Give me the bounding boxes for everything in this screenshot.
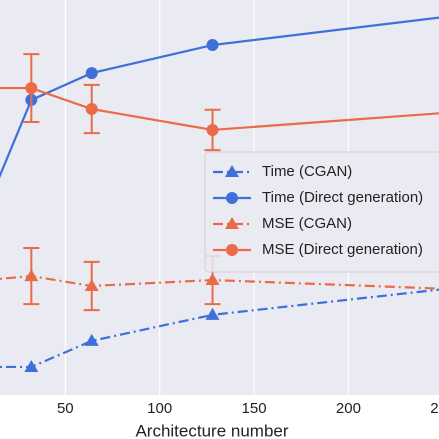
marker: [206, 123, 219, 136]
x-tick-label: 200: [336, 400, 361, 417]
legend-label: MSE (Direct generation): [262, 241, 423, 258]
marker: [85, 103, 98, 116]
series-line: [0, 288, 439, 369]
marker: [84, 333, 99, 346]
x-tick-label: 250: [430, 400, 439, 417]
marker: [24, 269, 39, 282]
x-tick-label: 50: [57, 400, 74, 417]
marker: [206, 39, 219, 52]
marker: [225, 165, 239, 177]
legend-label: Time (CGAN): [262, 163, 352, 180]
marker: [226, 192, 238, 204]
marker: [205, 273, 220, 286]
marker: [85, 67, 98, 80]
marker: [25, 82, 38, 95]
x-axis-label: Architecture number: [135, 421, 288, 439]
x-tick-label: 150: [242, 400, 267, 417]
marker: [226, 244, 238, 256]
marker: [225, 217, 239, 229]
marker: [24, 359, 39, 372]
marker: [84, 278, 99, 291]
marker: [205, 307, 220, 320]
legend-label: Time (Direct generation): [262, 189, 423, 206]
legend-box: [204, 151, 439, 273]
legend-label: MSE (CGAN): [262, 215, 352, 232]
x-tick-label: 100: [147, 400, 172, 417]
